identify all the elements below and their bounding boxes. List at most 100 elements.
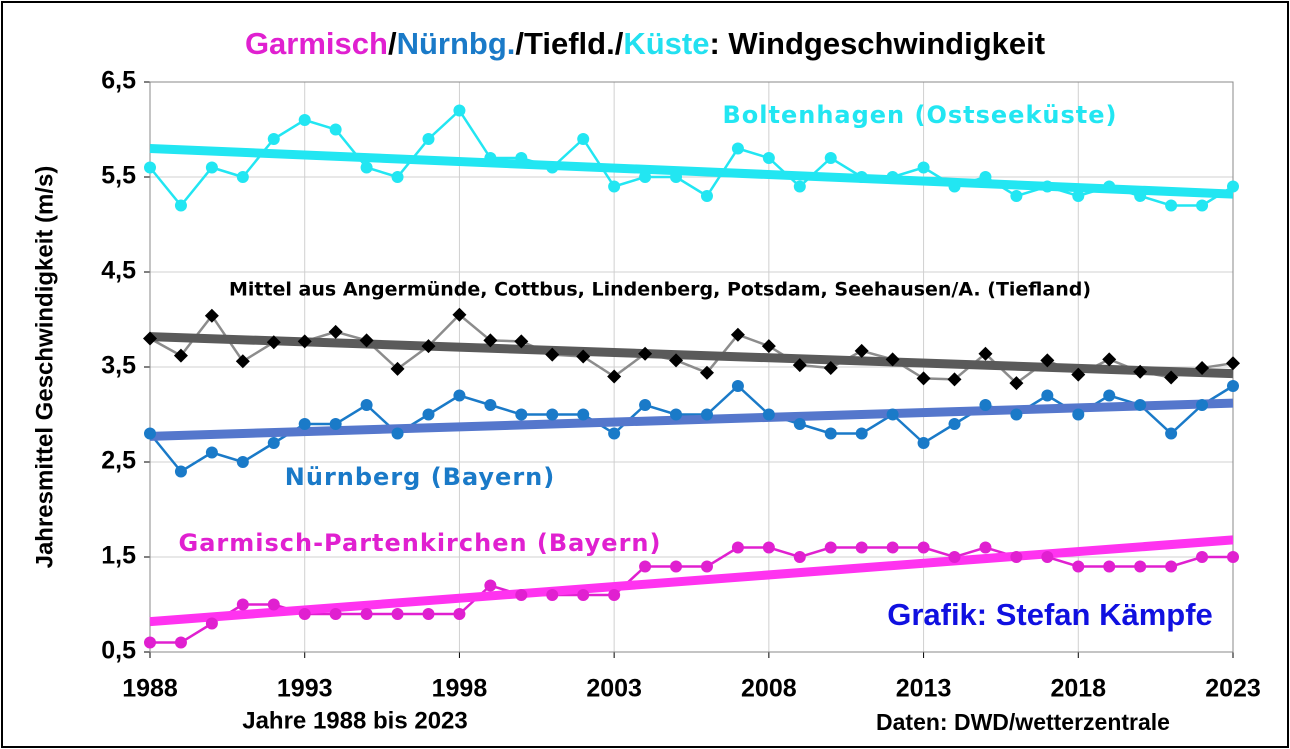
marker	[823, 360, 838, 375]
marker	[298, 114, 311, 126]
marker	[638, 346, 653, 361]
marker	[174, 199, 187, 212]
marker	[1041, 551, 1054, 563]
series-label: Boltenhagen (Ostseeküste)	[722, 101, 1117, 129]
marker	[205, 446, 218, 459]
trend-line	[149, 535, 1234, 627]
marker	[731, 541, 744, 554]
marker	[235, 354, 250, 369]
marker	[608, 427, 621, 440]
x-tick-label: 1988	[122, 675, 178, 703]
marker	[1103, 180, 1116, 193]
annotation: Grafik: Stefan Kämpfe	[887, 597, 1213, 632]
marker	[1010, 408, 1023, 421]
marker	[639, 399, 652, 411]
marker	[143, 331, 157, 346]
marker	[855, 541, 868, 554]
marker	[669, 353, 684, 368]
marker	[731, 142, 744, 155]
y-tick-label: 1,5	[101, 542, 136, 570]
marker	[391, 427, 404, 440]
marker	[670, 408, 683, 421]
marker	[979, 541, 992, 554]
marker	[1196, 199, 1209, 212]
y-tick-label: 2,5	[101, 447, 136, 475]
marker	[422, 408, 435, 421]
marker	[205, 617, 218, 630]
x-tick-label: 1998	[432, 675, 488, 703]
marker	[670, 171, 683, 183]
marker	[824, 541, 837, 554]
marker	[515, 589, 528, 601]
marker	[236, 456, 249, 468]
marker	[144, 636, 156, 649]
marker	[762, 541, 775, 554]
marker	[1134, 190, 1147, 202]
marker	[916, 371, 931, 386]
series-label: Garmisch-Partenkirchen (Bayern)	[179, 529, 662, 557]
marker	[174, 636, 187, 649]
marker	[236, 598, 249, 611]
marker	[576, 349, 591, 364]
marker	[1041, 389, 1054, 402]
marker	[1072, 190, 1085, 202]
marker	[1227, 380, 1239, 392]
marker	[979, 171, 992, 183]
marker	[390, 361, 405, 376]
marker	[854, 343, 869, 358]
marker	[824, 152, 837, 164]
marker	[793, 551, 806, 563]
marker	[885, 352, 900, 367]
marker	[298, 418, 311, 430]
annotation: Daten: DWD/wetterzentrale	[876, 709, 1170, 735]
marker	[792, 358, 807, 373]
chart-title: Garmisch/Nürnbg./Tiefld./Küste: Windgesc…	[245, 26, 1045, 61]
title-part: : Windgeschwindigkeit	[709, 26, 1045, 61]
marker	[577, 408, 590, 421]
title-part: /Tiefld./	[515, 26, 623, 61]
marker	[577, 589, 590, 601]
marker	[266, 335, 281, 350]
marker	[515, 152, 528, 164]
marker	[577, 133, 590, 145]
marker	[1195, 360, 1210, 375]
marker	[484, 579, 497, 592]
marker	[1196, 551, 1209, 563]
marker	[1196, 399, 1209, 411]
marker	[917, 541, 930, 554]
marker	[608, 589, 621, 601]
marker	[422, 608, 435, 620]
marker	[204, 308, 219, 323]
marker	[639, 171, 652, 183]
marker	[700, 560, 713, 573]
y-tick-label: 4,5	[101, 257, 136, 285]
title-part: Nürnbg.	[397, 26, 516, 61]
marker	[978, 346, 993, 361]
marker	[545, 347, 560, 362]
marker	[1010, 551, 1023, 563]
marker	[761, 339, 776, 354]
marker	[205, 161, 218, 174]
y-tick-label: 3,5	[101, 352, 136, 380]
marker	[1010, 190, 1023, 202]
marker	[267, 133, 280, 145]
marker	[1072, 408, 1085, 421]
marker	[236, 171, 249, 183]
trend-line	[149, 332, 1234, 379]
marker	[948, 418, 961, 430]
marker	[391, 171, 404, 183]
marker	[144, 427, 156, 440]
marker	[1134, 560, 1147, 573]
marker	[328, 324, 343, 339]
y-tick-label: 0,5	[101, 637, 136, 665]
marker	[174, 465, 187, 478]
marker	[1226, 356, 1240, 371]
marker	[391, 608, 404, 620]
marker	[484, 152, 497, 164]
x-tick-label: 1993	[277, 675, 333, 703]
marker	[329, 418, 342, 430]
marker	[762, 408, 775, 421]
series-label: Mittel aus Angermünde, Cottbus, Lindenbe…	[229, 279, 1091, 301]
marker	[329, 123, 342, 136]
marker	[917, 161, 930, 174]
